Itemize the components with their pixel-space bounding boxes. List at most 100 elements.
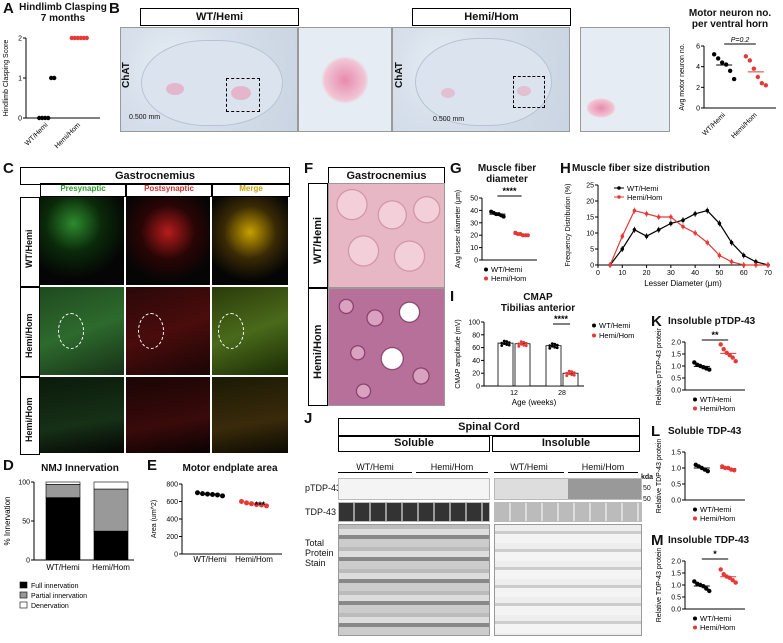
data-point [522, 343, 526, 347]
y-tick-label: 30 [470, 220, 478, 227]
y-tick-label: 20 [586, 199, 594, 206]
data-point [507, 341, 511, 345]
series-line [609, 209, 768, 266]
y-tick-label: 1 [18, 76, 22, 83]
row-label-2: Hemi/Hom [24, 313, 34, 358]
blot-insoluble-total [494, 524, 642, 636]
sig-label: *** [255, 500, 266, 510]
data-point [732, 468, 737, 473]
y-axis-label: Relative TDP-43 protein [656, 548, 663, 623]
y-tick-label: 200 [166, 534, 178, 541]
data-point [656, 228, 661, 232]
panel-i-chart: 0 20 40 60 80 100 12 28 **** Age (weeks) CMAP ampl… [455, 314, 634, 407]
y-axis-label: Relative TDP-43 protein [656, 439, 663, 514]
panel-f-row-2: Hemi/Hom [312, 324, 324, 379]
x-tick-label: 20 [643, 270, 651, 277]
legend-label: Hemi/Hom [627, 193, 662, 202]
data-point [519, 342, 523, 346]
x-tick-label: Hemi/Hom [730, 112, 758, 140]
data-point [721, 347, 726, 352]
data-point [220, 493, 225, 499]
muscle-hom-image [328, 288, 445, 406]
mw-marker-1: 50 [643, 485, 651, 492]
col-presynaptic: Presynaptic [40, 183, 126, 197]
data-point [717, 253, 722, 258]
legend-marker [592, 323, 596, 328]
y-axis-label: Avg lesser diameter (μm) [455, 190, 462, 268]
blot-insoluble-ptdp43 [494, 478, 642, 500]
panel-g-chart: 0 10 20 30 40 50 Avg lesser diameter (μm) **** W… [455, 186, 537, 283]
data-point [681, 218, 685, 222]
y-tick-label: 0 [18, 116, 22, 123]
legend-marker [693, 397, 697, 402]
data-point [548, 346, 552, 350]
y-tick-label: 60 [472, 345, 480, 352]
y-tick-label: 1.0 [671, 583, 681, 590]
data-point [693, 212, 697, 216]
data-point [502, 339, 506, 343]
data-point [759, 81, 765, 86]
data-point [501, 214, 506, 219]
data-point [669, 221, 673, 226]
p-value: P=0.2 [731, 37, 750, 44]
legend-label: Hemi/Hom [700, 623, 735, 632]
panel-b-left-title: WT/Hemi [140, 8, 299, 26]
panel-i-title-line2: Tibilias anterior [500, 303, 576, 314]
data-point [550, 344, 554, 348]
legend-label: Hemi/Hom [700, 514, 735, 523]
data-point [572, 371, 576, 375]
data-point [522, 340, 526, 344]
panel-c-title: Gastrocnemius [20, 167, 290, 185]
y-tick-label: 100 [18, 480, 30, 487]
panel-letter-i: I [450, 288, 455, 305]
panel-j-title: Spinal Cord [338, 418, 640, 436]
data-point [763, 83, 769, 88]
x-tick-label: 30 [667, 270, 675, 277]
panel-g-title: Muscle fiber diameter [462, 163, 552, 185]
y-tick-label: 1.5 [671, 450, 681, 457]
panel-letter-a: A [3, 0, 14, 17]
stacked-bar [93, 530, 129, 561]
legend-label: Partial innervation [31, 593, 87, 600]
scale-bar-label: 0.500 mm [433, 116, 465, 123]
data-point [656, 215, 661, 219]
chat-label-right: ChAT [394, 62, 405, 88]
data-point [505, 340, 509, 343]
data-point [705, 469, 710, 474]
data-point [608, 263, 612, 267]
y-tick-label: 0 [174, 552, 178, 559]
data-point [525, 233, 530, 238]
data-point [755, 74, 761, 80]
data-point [705, 208, 710, 213]
y-tick-label: 5 [590, 247, 594, 254]
panel-letter-f: F [304, 160, 314, 177]
y-axis-label: Avg motor neuron no. [679, 43, 686, 110]
panel-a-title: Hindlimb Clasping 7 months [18, 2, 108, 24]
data-point [567, 372, 571, 376]
data-point [741, 263, 746, 267]
panel-m-title: Insoluble TDP-43 [668, 535, 750, 546]
x-tick-label: WT/Hemi [24, 122, 50, 148]
stacked-bar [45, 484, 81, 498]
data-point [565, 374, 569, 378]
x-tick-label: 0 [596, 270, 600, 277]
data-point [724, 350, 729, 355]
x-tick-label: WT/Hemi [701, 112, 727, 138]
x-tick-label: 70 [764, 270, 772, 277]
muscle-wt-image [328, 183, 445, 288]
y-tick-label: 25 [586, 183, 594, 190]
chat-label-left: ChAT [121, 62, 132, 88]
panel-b-chart-title-line1: Motor neuron no. [688, 8, 772, 19]
y-tick-label: 1.5 [671, 352, 681, 359]
data-point [239, 499, 244, 504]
data-point [620, 234, 625, 238]
stacked-bar [93, 488, 129, 532]
y-tick-label: 0.5 [671, 595, 681, 602]
data-point [195, 490, 200, 496]
y-tick-label: 2 [18, 36, 22, 43]
y-tick-label: 800 [166, 482, 178, 489]
data-point [727, 353, 732, 358]
y-tick-label: 10 [586, 231, 594, 238]
y-tick-label: 20 [472, 371, 480, 378]
x-axis-label: Lesser Diameter (μm) [644, 279, 722, 288]
